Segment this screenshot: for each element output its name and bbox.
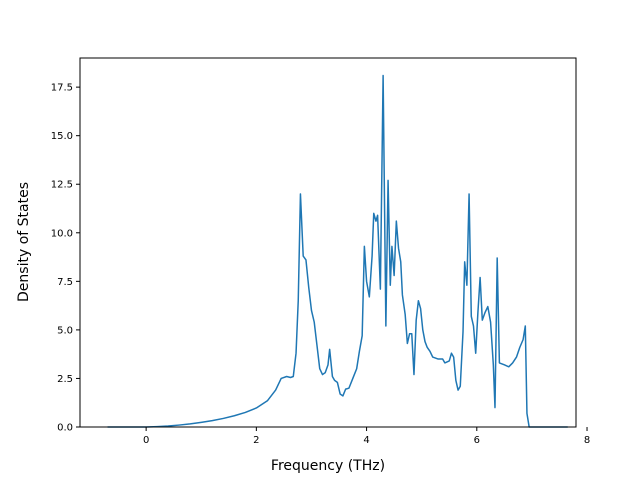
y-tick-label: 0.0 — [57, 423, 73, 434]
y-tick-label: 12.5 — [51, 180, 73, 191]
y-tick-label: 15.0 — [51, 131, 73, 142]
x-axis-ticks: 0 2 4 6 8 — [143, 427, 590, 446]
x-tick-label: 8 — [584, 435, 590, 446]
x-tick-label: 4 — [363, 435, 369, 446]
x-tick-label: 2 — [253, 435, 259, 446]
plot-area — [107, 74, 568, 428]
y-tick-label: 7.5 — [57, 277, 73, 288]
x-axis-label: Frequency (THz) — [271, 458, 385, 474]
y-tick-label: 10.0 — [51, 228, 73, 239]
plot-frame — [79, 57, 577, 428]
y-axis-label: Density of States — [16, 182, 32, 302]
y-tick-label: 2.5 — [57, 374, 73, 385]
x-tick-label: 0 — [143, 435, 149, 446]
y-axis-ticks: 0.0 2.5 5.0 7.5 10.0 12.5 15.0 17.5 — [51, 83, 80, 434]
x-tick-label: 6 — [474, 435, 480, 446]
dos-series-line-0 — [107, 74, 568, 428]
y-tick-label: 5.0 — [57, 325, 73, 336]
y-tick-label: 17.5 — [51, 83, 73, 94]
